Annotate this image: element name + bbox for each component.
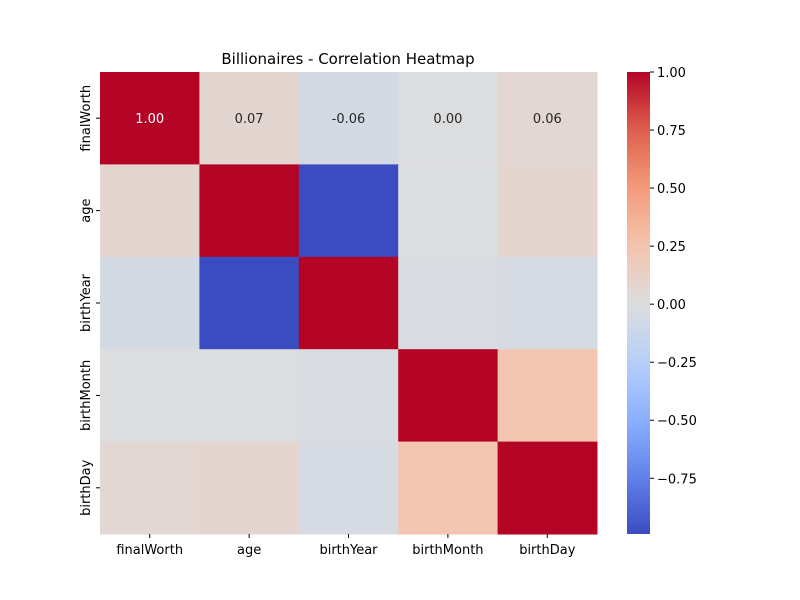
cell-label-finalWorth: 1.00: [135, 112, 164, 127]
colorbar-tick-label: 0.00: [657, 298, 686, 313]
cell-annotations: 1.00 0.07 -0.06 0.00 0.06: [135, 112, 562, 127]
cell-label-birthMonth: 0.00: [433, 112, 462, 127]
x-tick-label: birthDay: [519, 543, 576, 558]
heatmap-cell-birthMonth-finalWorth: [100, 349, 200, 443]
heatmap-cell-birthDay-birthYear: [298, 441, 399, 535]
colorbar-tick-label: −0.50: [657, 414, 697, 429]
heatmap-cell-finalWorth-birthYear: [298, 72, 399, 165]
x-tick-label: age: [237, 543, 261, 558]
y-tick-label: birthMonth: [79, 360, 94, 431]
heatmap-cell-birthYear-birthMonth: [398, 256, 499, 350]
y-tick-label: age: [79, 198, 94, 222]
cell-label-age: 0.07: [235, 112, 264, 127]
heatmap-cell-age-birthDay: [497, 164, 598, 258]
heatmap-cell-birthMonth-birthYear: [298, 349, 399, 443]
heatmap-cell-birthYear-birthYear: [298, 256, 399, 350]
colorbar-tick-label: 0.75: [657, 124, 686, 139]
x-axis: finalWorth age birthYear birthMonth birthDay: [116, 534, 576, 558]
heatmap-cell-finalWorth-birthMonth: [398, 72, 499, 165]
colorbar-tick-label: 0.25: [657, 240, 686, 255]
heatmap-cell-finalWorth-age: [199, 72, 300, 165]
heatmap-cell-age-birthYear: [298, 164, 399, 258]
heatmap-cell-finalWorth-birthDay: [497, 72, 598, 165]
colorbar-tick-label: −0.25: [657, 356, 697, 371]
heatmap-cell-age-birthMonth: [398, 164, 499, 258]
chart-title: Billionaires - Correlation Heatmap: [221, 50, 474, 68]
heatmap-cell-birthDay-age: [199, 441, 300, 535]
y-axis: finalWorth age birthYear birthMonth birthDay: [79, 85, 100, 516]
heatmap-cell-birthDay-birthMonth: [398, 441, 499, 535]
heatmap-cell-birthDay-finalWorth: [100, 441, 200, 535]
heatmap-cell-birthYear-finalWorth: [100, 256, 200, 350]
colorbar-gradient: [627, 72, 650, 534]
y-tick-label: birthDay: [79, 459, 94, 516]
heatmap-cell-birthMonth-age: [199, 349, 300, 443]
cell-label-birthYear: -0.06: [332, 112, 366, 127]
heatmap-cell-finalWorth-finalWorth: [100, 72, 200, 165]
cell-label-birthDay: 0.06: [533, 112, 562, 127]
heatmap-cell-age-age: [199, 164, 300, 258]
heatmap-cell-birthMonth-birthMonth: [398, 349, 499, 443]
x-tick-label: birthMonth: [412, 543, 483, 558]
heatmap-cell-birthMonth-birthDay: [497, 349, 598, 443]
heatmap-cell-birthDay-birthDay: [497, 441, 598, 535]
y-tick-label: birthYear: [79, 273, 94, 332]
heatmap-cell-birthYear-age: [199, 256, 300, 350]
colorbar-tick-label: 0.50: [657, 182, 686, 197]
colorbar: 1.00 0.75 0.50 0.25 0.00 −0.25 −0.50 −0.75: [627, 66, 697, 534]
heatmap-cell-age-finalWorth: [100, 164, 200, 258]
y-tick-label: finalWorth: [79, 85, 94, 152]
x-tick-label: finalWorth: [116, 543, 183, 558]
x-tick-label: birthYear: [319, 543, 378, 558]
colorbar-tick-label: 1.00: [657, 66, 686, 81]
heatmap-cells: [100, 72, 598, 535]
colorbar-tick-label: −0.75: [657, 472, 697, 487]
heatmap-cell-birthYear-birthDay: [497, 256, 598, 350]
